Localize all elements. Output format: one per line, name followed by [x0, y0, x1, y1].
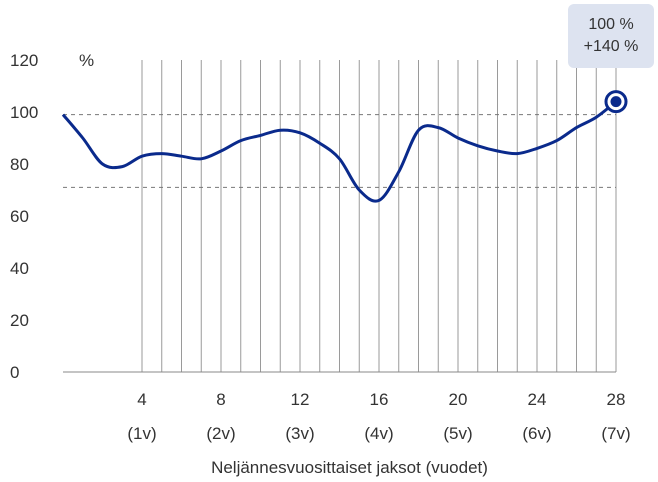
- x-tick-sublabel: (4v): [364, 424, 393, 443]
- x-tick-sublabel: (2v): [206, 424, 235, 443]
- x-tick-label: 8: [216, 390, 225, 409]
- y-tick-label: 0: [10, 363, 19, 382]
- y-axis-ticks: 0 20 40 60 80 100 120: [10, 51, 38, 382]
- annotation-line-1: 100 %: [588, 16, 634, 33]
- y-tick-label: 80: [10, 155, 29, 174]
- y-tick-label: 120: [10, 51, 38, 70]
- highlight-point-dot: [610, 96, 622, 108]
- y-tick-label: 20: [10, 311, 29, 330]
- vertical-gridlines: [141, 60, 617, 372]
- x-tick-label: 24: [528, 390, 547, 409]
- x-tick-sublabel: (5v): [443, 424, 472, 443]
- highlight-point: [604, 90, 628, 114]
- y-tick-label: 100: [10, 103, 38, 122]
- x-tick-sublabel: (3v): [285, 424, 314, 443]
- annotation-callout: 100 % +140 %: [568, 4, 654, 68]
- y-tick-label: 60: [10, 207, 29, 226]
- x-tick-label: 28: [607, 390, 626, 409]
- x-tick-label: 20: [449, 390, 468, 409]
- x-tick-sublabel: (1v): [127, 424, 156, 443]
- x-axis-title: Neljännesvuosittaiset jaksot (vuodet): [211, 458, 488, 477]
- y-axis-unit-label: %: [79, 51, 94, 70]
- x-tick-label: 4: [137, 390, 146, 409]
- x-tick-label: 12: [291, 390, 310, 409]
- series-line: [61, 100, 617, 203]
- annotation-line-2: +140 %: [583, 38, 639, 55]
- x-tick-sublabel: (7v): [601, 424, 630, 443]
- y-tick-label: 40: [10, 259, 29, 278]
- x-tick-label: 16: [370, 390, 389, 409]
- x-tick-sublabel: (6v): [522, 424, 551, 443]
- x-axis-ticks: 4 (1v) 8 (2v) 12 (3v) 16 (4v) 20 (5v) 24 (6v) 28 (7v): [127, 390, 630, 443]
